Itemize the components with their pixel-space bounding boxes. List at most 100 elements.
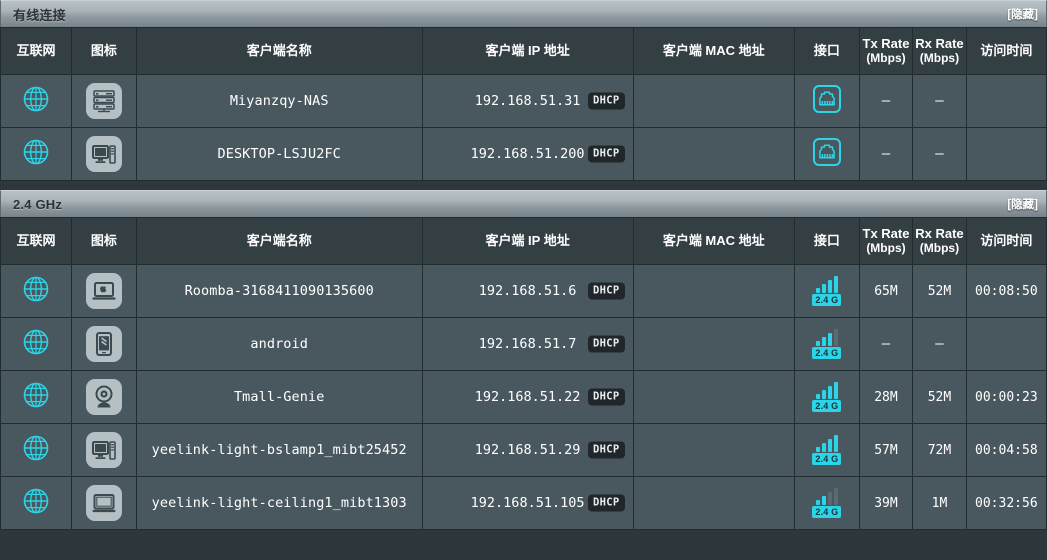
client-ip-cell: 192.168.51.105 DHCP	[421, 476, 634, 530]
col-internet[interactable]: 互联网	[0, 27, 72, 75]
rx-rate-cell: 52M	[912, 264, 967, 318]
webcam-icon[interactable]	[85, 379, 122, 415]
col-client-mac[interactable]: 客户端 MAC 地址	[632, 217, 795, 265]
table-header-row: 互联网 图标 客户端名称 客户端 IP 地址 客户端 MAC 地址 接口 Tx …	[0, 217, 1047, 265]
access-time-cell	[965, 74, 1047, 128]
hide-link[interactable]: [隐藏]	[1007, 199, 1038, 211]
device-icon-cell	[70, 127, 137, 181]
client-mac-cell	[632, 74, 795, 128]
rx-rate-cell: 72M	[912, 423, 967, 477]
ip-text: 192.168.51.105	[470, 495, 585, 511]
client-ip-cell: 192.168.51.6 DHCP	[421, 264, 634, 318]
col-client-ip[interactable]: 客户端 IP 地址	[421, 27, 634, 75]
section-header: 有线连接 [隐藏]	[0, 0, 1047, 27]
desktop-pc-icon[interactable]	[85, 432, 122, 468]
col-access-time[interactable]: 访问时间	[965, 27, 1047, 75]
ip-text: 192.168.51.6	[478, 283, 577, 299]
client-ip-cell: 192.168.51.31 DHCP	[421, 74, 634, 128]
device-icon-cell	[70, 74, 137, 128]
col-interface[interactable]: 接口	[793, 217, 860, 265]
client-section: 2.4 GHz [隐藏] 互联网 图标 客户端名称 客户端 IP 地址 客户端 …	[0, 190, 1047, 530]
col-tx-rate[interactable]: Tx Rate (Mbps)	[858, 27, 914, 75]
col-access-time[interactable]: 访问时间	[965, 217, 1047, 265]
col-icon[interactable]: 图标	[70, 217, 137, 265]
client-mac-cell	[632, 476, 795, 530]
ethernet-port-icon[interactable]	[812, 84, 842, 114]
globe-icon[interactable]	[22, 275, 50, 303]
wifi-signal-icon[interactable]: 2.4 G	[812, 435, 842, 465]
signal-bars	[815, 382, 838, 399]
rx-rate-label: Rx Rate	[915, 226, 964, 241]
col-client-name[interactable]: 客户端名称	[135, 217, 423, 265]
dhcp-badge: DHCP	[588, 282, 625, 300]
client-name-cell: Roomba-3168411090135600	[135, 264, 423, 318]
band-badge: 2.4 G	[812, 347, 842, 359]
section-title: 2.4 GHz	[13, 196, 63, 212]
wifi-signal-icon[interactable]: 2.4 G	[812, 329, 842, 359]
table-row[interactable]: Roomba-3168411090135600 192.168.51.6 DHC…	[0, 264, 1047, 318]
tx-rate-unit: (Mbps)	[866, 50, 906, 65]
col-client-mac[interactable]: 客户端 MAC 地址	[632, 27, 795, 75]
col-client-ip[interactable]: 客户端 IP 地址	[421, 217, 634, 265]
client-ip-cell: 192.168.51.22 DHCP	[421, 370, 634, 424]
globe-icon[interactable]	[22, 381, 50, 409]
client-mac-cell	[632, 264, 795, 318]
device-icon-cell	[70, 423, 137, 477]
band-badge: 2.4 G	[812, 400, 842, 412]
tx-rate-cell: –	[858, 74, 914, 128]
col-client-name[interactable]: 客户端名称	[135, 27, 423, 75]
band-badge: 2.4 G	[812, 506, 842, 518]
client-section: 有线连接 [隐藏] 互联网 图标 客户端名称 客户端 IP 地址 客户端 MAC…	[0, 0, 1047, 181]
col-interface[interactable]: 接口	[793, 27, 860, 75]
tx-rate-cell: –	[858, 127, 914, 181]
internet-cell	[0, 127, 72, 181]
nas-server-icon[interactable]	[85, 83, 122, 119]
globe-icon[interactable]	[22, 138, 50, 166]
ip-text: 192.168.51.200	[470, 146, 585, 162]
interface-cell: 2.4 G	[793, 264, 860, 318]
tx-rate-cell: 39M	[858, 476, 914, 530]
globe-icon[interactable]	[22, 434, 50, 462]
band-badge: 2.4 G	[812, 294, 842, 306]
rx-rate-cell: –	[912, 127, 967, 181]
device-icon-cell	[70, 370, 137, 424]
client-mac-cell	[632, 423, 795, 477]
internet-cell	[0, 423, 72, 477]
interface-cell: 2.4 G	[793, 317, 860, 371]
dhcp-badge: DHCP	[588, 335, 625, 353]
laptop-icon[interactable]	[85, 485, 122, 521]
wifi-signal-icon[interactable]: 2.4 G	[812, 382, 842, 412]
table-row[interactable]: DESKTOP-LSJU2FC 192.168.51.200 DHCP – –	[0, 127, 1047, 181]
table-row[interactable]: Tmall-Genie 192.168.51.22 DHCP 2.4 G 28M…	[0, 370, 1047, 424]
table-row[interactable]: yeelink-light-bslamp1_mibt25452 192.168.…	[0, 423, 1047, 477]
col-icon[interactable]: 图标	[70, 27, 137, 75]
tx-rate-unit: (Mbps)	[866, 240, 906, 255]
client-table: 互联网 图标 客户端名称 客户端 IP 地址 客户端 MAC 地址 接口 Tx …	[0, 217, 1047, 530]
globe-icon[interactable]	[22, 487, 50, 515]
col-tx-rate[interactable]: Tx Rate (Mbps)	[858, 217, 914, 265]
wifi-signal-icon[interactable]: 2.4 G	[812, 488, 842, 518]
globe-icon[interactable]	[22, 85, 50, 113]
dhcp-badge: DHCP	[588, 145, 625, 163]
signal-bars	[815, 276, 838, 293]
table-row[interactable]: yeelink-light-ceiling1_mibt1303 192.168.…	[0, 476, 1047, 530]
globe-icon[interactable]	[22, 328, 50, 356]
sections-container: 有线连接 [隐藏] 互联网 图标 客户端名称 客户端 IP 地址 客户端 MAC…	[0, 0, 1047, 530]
ethernet-port-icon[interactable]	[812, 137, 842, 167]
client-name-cell: DESKTOP-LSJU2FC	[135, 127, 423, 181]
macbook-icon[interactable]	[85, 273, 122, 309]
col-rx-rate[interactable]: Rx Rate (Mbps)	[912, 217, 967, 265]
desktop-pc-icon[interactable]	[85, 136, 122, 172]
smartphone-icon[interactable]	[85, 326, 122, 362]
band-badge: 2.4 G	[812, 453, 842, 465]
hide-link[interactable]: [隐藏]	[1007, 9, 1038, 21]
col-internet[interactable]: 互联网	[0, 217, 72, 265]
rx-rate-unit: (Mbps)	[919, 50, 960, 65]
internet-cell	[0, 74, 72, 128]
col-rx-rate[interactable]: Rx Rate (Mbps)	[912, 27, 967, 75]
table-row[interactable]: android 192.168.51.7 DHCP 2.4 G – –	[0, 317, 1047, 371]
wifi-signal-icon[interactable]: 2.4 G	[812, 276, 842, 306]
table-row[interactable]: Miyanzqy-NAS 192.168.51.31 DHCP – –	[0, 74, 1047, 128]
access-time-cell	[965, 127, 1047, 181]
internet-cell	[0, 476, 72, 530]
